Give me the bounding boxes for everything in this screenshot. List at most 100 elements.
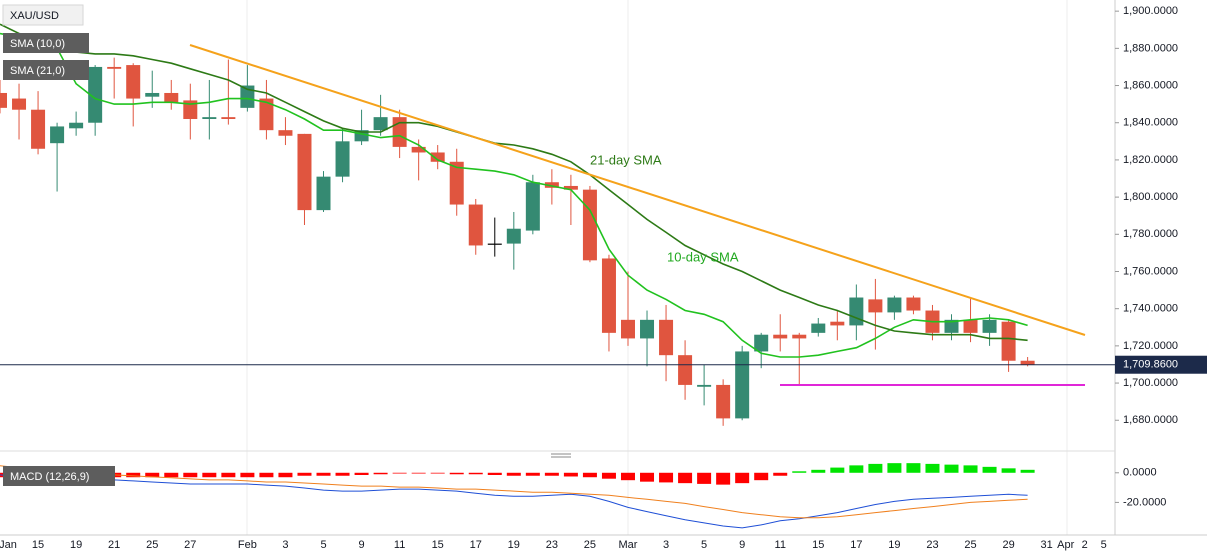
trend-line bbox=[189, 44, 1086, 336]
histogram-bar bbox=[716, 472, 731, 485]
y-tick-label: 1,680.0000 bbox=[1123, 414, 1178, 426]
x-tick-label: 15 bbox=[32, 539, 44, 551]
x-tick-label: Mar bbox=[619, 539, 638, 551]
annotation: 10-day SMA bbox=[667, 249, 739, 264]
x-tick-label: 25 bbox=[584, 539, 596, 551]
candle-body bbox=[392, 117, 407, 147]
candle-body bbox=[716, 384, 731, 419]
x-tick-label: 29 bbox=[1002, 539, 1014, 551]
histogram-bar bbox=[506, 472, 521, 476]
candle-body bbox=[164, 92, 179, 103]
candle-body bbox=[487, 243, 502, 245]
legend-label: SMA (21,0) bbox=[10, 65, 65, 77]
histogram-bar bbox=[392, 472, 407, 474]
histogram-bar bbox=[487, 472, 502, 475]
candle-body bbox=[126, 65, 141, 99]
y-tick-label: -20.0000 bbox=[1123, 496, 1166, 508]
x-tick-label: 2 bbox=[1082, 539, 1088, 551]
candle-body bbox=[506, 228, 521, 244]
candle-body bbox=[240, 85, 255, 108]
candle-body bbox=[373, 117, 388, 131]
candle-body bbox=[944, 319, 959, 333]
candle-body bbox=[430, 152, 445, 162]
candle-body bbox=[50, 126, 65, 144]
macd-line bbox=[0, 465, 1028, 519]
histogram-bar bbox=[944, 464, 959, 473]
x-tick-label: 9 bbox=[359, 539, 365, 551]
candle-body bbox=[411, 146, 426, 153]
histogram-bar bbox=[468, 472, 483, 475]
candle-body bbox=[830, 321, 845, 326]
candle-body bbox=[544, 182, 559, 188]
candle-body bbox=[278, 130, 293, 136]
macd-title-box bbox=[3, 466, 115, 486]
annotation: 21-day SMA bbox=[590, 152, 662, 167]
x-tick-label: 23 bbox=[926, 539, 938, 551]
candle-body bbox=[640, 319, 655, 339]
histogram-bar bbox=[335, 472, 350, 476]
histogram-bar bbox=[601, 472, 616, 479]
macd-title: MACD (12,26,9) bbox=[10, 471, 89, 483]
histogram-bar bbox=[697, 472, 712, 484]
x-tick-label: 15 bbox=[432, 539, 444, 551]
y-tick-label: 1,780.0000 bbox=[1123, 228, 1178, 240]
candle-body bbox=[754, 334, 769, 352]
y-tick-label: 1,840.0000 bbox=[1123, 117, 1178, 129]
candle-body bbox=[297, 133, 312, 211]
marks: 1,900.0000 1,880.0000 1,860.0000 1,840.0000… bbox=[0, 5, 1207, 551]
x-tick-label: 17 bbox=[470, 539, 482, 551]
x-tick-label: 19 bbox=[888, 539, 900, 551]
x-tick-label: 31 bbox=[1041, 539, 1053, 551]
histogram-bar bbox=[544, 472, 559, 476]
candle-body bbox=[468, 204, 483, 246]
histogram-bar bbox=[620, 472, 635, 481]
candle-body bbox=[849, 297, 864, 326]
histogram-bar bbox=[126, 472, 141, 478]
histogram-bar bbox=[164, 472, 179, 478]
legend-box bbox=[3, 60, 89, 80]
y-tick-label: 1,900.0000 bbox=[1123, 5, 1178, 17]
histogram-bar bbox=[354, 472, 369, 475]
histogram-bar bbox=[145, 472, 160, 478]
candle-body bbox=[697, 384, 712, 387]
candle-body bbox=[887, 297, 902, 313]
histogram-bar bbox=[563, 472, 578, 477]
x-tick-label: 25 bbox=[146, 539, 158, 551]
candle-body bbox=[183, 100, 198, 120]
histogram-bar bbox=[811, 469, 826, 473]
histogram-bar bbox=[640, 472, 655, 482]
last-price-label: 1,709.8600 bbox=[1123, 359, 1178, 371]
candle-body bbox=[1001, 321, 1016, 361]
candle-body bbox=[12, 98, 27, 110]
candle-body bbox=[69, 122, 84, 129]
histogram-bar bbox=[297, 472, 312, 476]
x-tick-label: 19 bbox=[70, 539, 82, 551]
x-tick-label: 27 bbox=[184, 539, 196, 551]
histogram-bar bbox=[221, 472, 236, 478]
x-tick-label: Feb bbox=[238, 539, 257, 551]
histogram-bar bbox=[316, 472, 331, 476]
candle-body bbox=[811, 323, 826, 333]
y-tick-label: 0.0000 bbox=[1123, 467, 1157, 479]
x-tick-label: 5 bbox=[1101, 539, 1107, 551]
histogram-bar bbox=[373, 472, 388, 475]
histogram-bar bbox=[849, 465, 864, 473]
x-tick-label: 23 bbox=[546, 539, 558, 551]
candle-body bbox=[678, 355, 693, 385]
histogram-bar bbox=[754, 472, 769, 481]
x-tick-label: 15 bbox=[812, 539, 824, 551]
histogram-bar bbox=[278, 472, 293, 478]
histogram-bar bbox=[963, 465, 978, 473]
x-tick-label: 5 bbox=[701, 539, 707, 551]
candle-body bbox=[259, 98, 274, 131]
y-tick-label: 1,720.0000 bbox=[1123, 340, 1178, 352]
histogram-bar bbox=[925, 463, 940, 473]
histogram-bar bbox=[430, 472, 445, 474]
histogram-bar bbox=[411, 472, 426, 474]
candle-body bbox=[601, 258, 616, 333]
candle-body bbox=[335, 141, 350, 177]
histogram-bar bbox=[183, 472, 198, 478]
candle-body bbox=[525, 182, 540, 231]
x-tick-label: 5 bbox=[320, 539, 326, 551]
